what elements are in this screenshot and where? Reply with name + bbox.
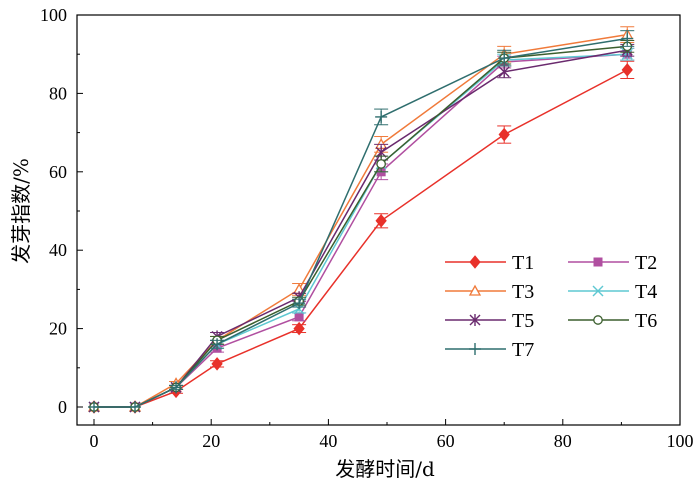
legend-marker-T7 xyxy=(469,343,481,355)
series-line-T3 xyxy=(94,33,628,408)
legend-marker-T3 xyxy=(468,284,482,296)
x-tick-label: 40 xyxy=(319,431,337,451)
data-point-T7 xyxy=(170,381,183,394)
plot-border xyxy=(76,14,681,426)
y-tick-label: 0 xyxy=(58,397,67,417)
legend-marker-T5 xyxy=(469,314,481,326)
data-point-T1 xyxy=(211,357,223,371)
data-point-T6 xyxy=(376,159,386,169)
legend-marker-T1 xyxy=(469,255,481,269)
x-tick-label: 100 xyxy=(667,431,694,451)
x-axis-title: 发酵时间/d xyxy=(335,457,435,481)
legend-label-T3: T3 xyxy=(512,281,534,303)
legend-item-T3: T3 xyxy=(445,281,534,303)
legend-item-T5: T5 xyxy=(445,310,534,332)
series-line-T2 xyxy=(94,53,628,408)
y-axis-ticks: 0 20 40 60 80 100 xyxy=(40,5,83,417)
data-point-T7 xyxy=(498,52,511,65)
legend-label-T5: T5 xyxy=(512,310,534,332)
x-tick-label: 80 xyxy=(554,431,572,451)
series-T5 xyxy=(88,43,635,413)
legend: T1 T2 T3 T4 T5 T6 T7 xyxy=(445,252,657,361)
data-point-T5 xyxy=(498,65,510,78)
legend-label-T2: T2 xyxy=(635,252,657,274)
data-point-T1 xyxy=(498,127,510,142)
data-point-T1 xyxy=(375,214,387,228)
legend-marker-T4 xyxy=(592,285,604,297)
legend-label-T1: T1 xyxy=(512,252,534,274)
x-tick-label: 20 xyxy=(202,431,220,451)
series-line-T6 xyxy=(94,45,628,408)
series-line-T7 xyxy=(94,37,628,408)
data-point-T7 xyxy=(375,110,388,123)
data-point-T7 xyxy=(88,401,100,413)
legend-item-T1: T1 xyxy=(445,252,534,274)
series-T3 xyxy=(87,26,635,412)
legend-label-T6: T6 xyxy=(635,310,657,332)
x-tick-label: 60 xyxy=(437,431,455,451)
series-T2 xyxy=(89,47,635,412)
series-T7 xyxy=(88,30,635,413)
series-layer xyxy=(87,26,635,414)
series-line-T4 xyxy=(94,53,628,408)
series-T4 xyxy=(88,47,635,413)
legend-item-T4: T4 xyxy=(568,281,657,303)
y-tick-label: 20 xyxy=(49,319,67,339)
y-axis-title: 发芽指数/% xyxy=(9,158,33,264)
data-point-T7 xyxy=(211,338,224,351)
series-T1 xyxy=(88,60,635,414)
legend-marker-T6 xyxy=(593,315,603,325)
y-tick-label: 80 xyxy=(49,83,67,103)
x-axis-ticks: 0 20 40 60 80 100 xyxy=(90,419,694,451)
series-T6 xyxy=(89,39,635,412)
data-point-T2 xyxy=(294,312,304,322)
legend-item-T2: T2 xyxy=(568,252,657,274)
x-tick-label: 0 xyxy=(90,431,99,451)
legend-marker-T2 xyxy=(593,257,603,267)
series-line-T5 xyxy=(94,49,628,408)
y-tick-label: 40 xyxy=(49,240,67,260)
legend-item-T7: T7 xyxy=(445,339,534,361)
data-point-T7 xyxy=(293,297,306,310)
y-tick-label: 60 xyxy=(49,162,67,182)
plot-frame xyxy=(76,14,681,426)
data-point-T7 xyxy=(621,32,634,45)
legend-item-T6: T6 xyxy=(568,310,657,332)
legend-label-T7: T7 xyxy=(512,339,534,361)
data-point-T1 xyxy=(293,321,305,336)
data-point-T7 xyxy=(129,401,142,413)
data-point-T1 xyxy=(621,63,633,77)
series-line-T1 xyxy=(94,69,628,408)
legend-label-T4: T4 xyxy=(635,281,657,303)
y-tick-label: 100 xyxy=(40,5,67,25)
